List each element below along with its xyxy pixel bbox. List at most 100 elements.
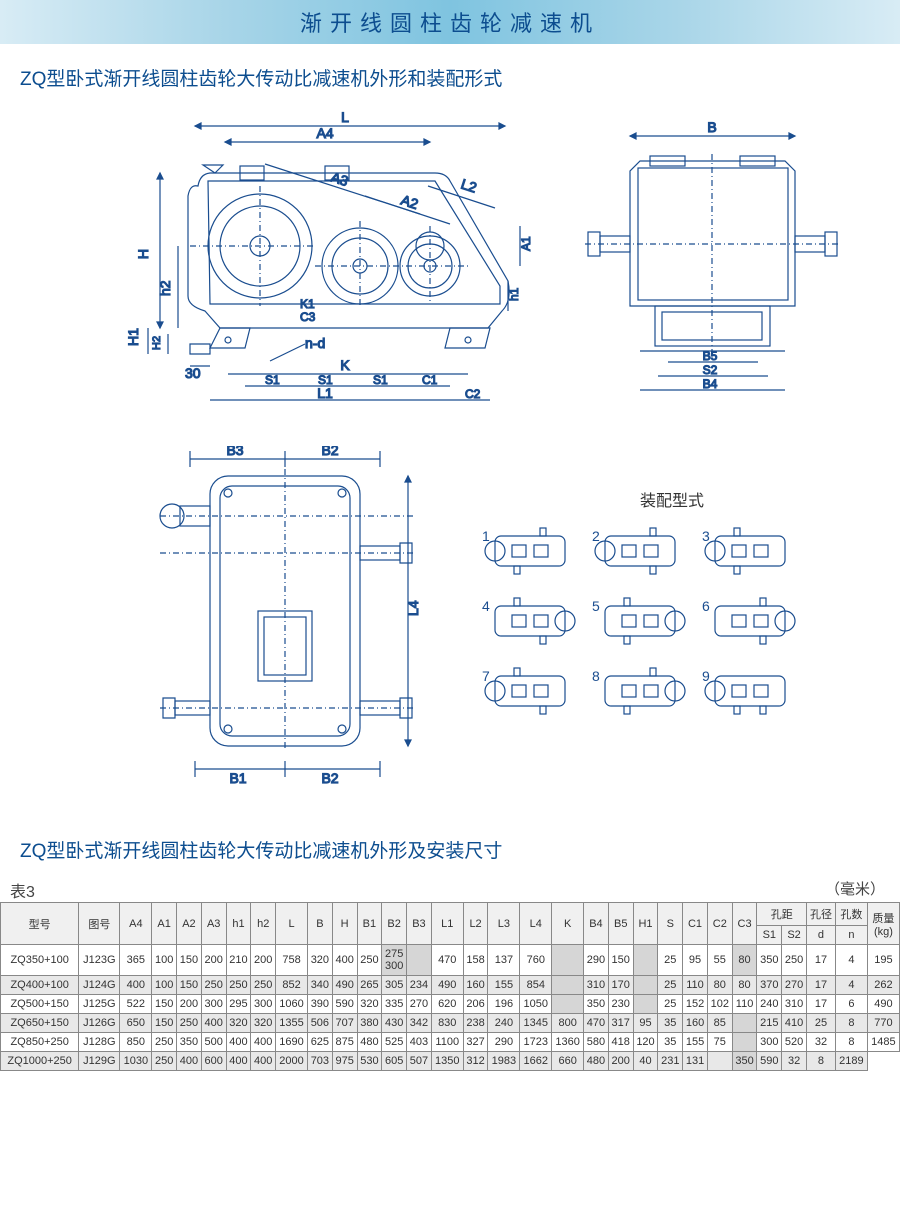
table-cell: 250 xyxy=(152,1033,177,1052)
table-cell: 506 xyxy=(307,1014,332,1033)
table-cell: 196 xyxy=(488,995,520,1014)
drawing-bottom-row: B3 B2 L4 xyxy=(30,446,870,806)
table-cell: 760 xyxy=(520,945,552,976)
table-cell: 975 xyxy=(332,1052,357,1071)
table-cell: 210 xyxy=(226,945,251,976)
table-cell: 206 xyxy=(463,995,488,1014)
table-cell: 525 xyxy=(382,1033,407,1052)
table-cell: 290 xyxy=(584,945,609,976)
table-cell: 25 xyxy=(658,976,683,995)
svg-text:B5: B5 xyxy=(703,349,718,363)
table-cell: 1360 xyxy=(552,1033,584,1052)
table-cell: 1050 xyxy=(520,995,552,1014)
table-cell: 250 xyxy=(177,1014,202,1033)
table-cell: 150 xyxy=(152,995,177,1014)
table-cell: 250 xyxy=(782,945,807,976)
table-cell: 234 xyxy=(407,976,432,995)
svg-text:L4: L4 xyxy=(405,600,421,616)
table-cell: 100 xyxy=(152,976,177,995)
table-cell: 2000 xyxy=(276,1052,308,1071)
table-cell: 403 xyxy=(407,1033,432,1052)
drawing-top-row: L A4 A3 A2 L2 xyxy=(30,106,870,416)
table-cell: 660 xyxy=(552,1052,584,1071)
table-cell: 350 xyxy=(757,945,782,976)
table-cell: 25 xyxy=(658,995,683,1014)
table-cell: 305 xyxy=(382,976,407,995)
table-cell: 250 xyxy=(226,976,251,995)
table-cell: 240 xyxy=(488,1014,520,1033)
table-cell: 150 xyxy=(177,976,202,995)
table-cell: 590 xyxy=(757,1052,782,1071)
table-cell: 480 xyxy=(584,1052,609,1071)
table-cell: 55 xyxy=(707,945,732,976)
table-cell: 800 xyxy=(552,1014,584,1033)
table-cell: 80 xyxy=(732,976,757,995)
table-cell: 231 xyxy=(658,1052,683,1071)
table-cell: 100 xyxy=(152,945,177,976)
table-cell: 170 xyxy=(608,976,633,995)
svg-text:4: 4 xyxy=(482,598,490,614)
table-cell: 290 xyxy=(488,1033,520,1052)
svg-text:8: 8 xyxy=(592,668,600,684)
table-cell: 410 xyxy=(782,1014,807,1033)
svg-text:C2: C2 xyxy=(465,387,481,401)
svg-text:A4: A4 xyxy=(316,125,333,141)
table-cell: 240 xyxy=(757,995,782,1014)
svg-text:h2: h2 xyxy=(157,280,173,296)
svg-text:装配型式: 装配型式 xyxy=(640,492,704,510)
table-cell: 1983 xyxy=(488,1052,520,1071)
table-cell: 1060 xyxy=(276,995,308,1014)
svg-text:B3: B3 xyxy=(226,446,243,458)
topview-and-asm-svg: B3 B2 L4 xyxy=(30,446,870,806)
page-banner: 渐开线圆柱齿轮减速机 xyxy=(0,0,900,44)
svg-text:H: H xyxy=(135,249,151,259)
table-cell: 295 xyxy=(226,995,251,1014)
table-cell: 150 xyxy=(608,945,633,976)
table-cell: 580 xyxy=(584,1033,609,1052)
table-cell: 590 xyxy=(332,995,357,1014)
svg-text:B4: B4 xyxy=(703,377,718,391)
table-caption: 表3 xyxy=(10,884,35,901)
table-cell: J125G xyxy=(79,995,120,1014)
table-cell: 490 xyxy=(431,976,463,995)
table-cell: 350 xyxy=(732,1052,757,1071)
table-cell: 490 xyxy=(867,995,899,1014)
svg-text:30: 30 xyxy=(185,365,201,381)
table-cell: 250 xyxy=(357,945,382,976)
table-cell xyxy=(552,976,584,995)
svg-text:C3: C3 xyxy=(300,310,316,324)
table-cell: 35 xyxy=(658,1014,683,1033)
table-body: ZQ350+100J123G36510015020021020075832040… xyxy=(1,945,900,1071)
table-cell: 707 xyxy=(332,1014,357,1033)
table-cell: 600 xyxy=(201,1052,226,1071)
svg-text:S2: S2 xyxy=(703,363,718,377)
table-cell: 155 xyxy=(488,976,520,995)
table-cell: 852 xyxy=(276,976,308,995)
table-cell: 310 xyxy=(782,995,807,1014)
svg-text:5: 5 xyxy=(592,598,600,614)
table-cell: ZQ350+100 xyxy=(1,945,79,976)
svg-text:L1: L1 xyxy=(317,385,333,401)
svg-text:A2: A2 xyxy=(399,192,420,213)
svg-text:K1: K1 xyxy=(300,297,315,311)
table-cell: 150 xyxy=(152,1014,177,1033)
svg-text:n-d: n-d xyxy=(305,335,325,351)
table-cell: 300 xyxy=(201,995,226,1014)
table-cell: 270 xyxy=(782,976,807,995)
table-cell: 340 xyxy=(307,976,332,995)
table-cell: 4 xyxy=(835,945,867,976)
svg-text:H1: H1 xyxy=(125,328,141,346)
table-cell: 312 xyxy=(463,1052,488,1071)
svg-text:3: 3 xyxy=(702,528,710,544)
table-cell: 470 xyxy=(431,945,463,976)
table-cell: 85 xyxy=(707,1014,732,1033)
table-cell: 215 xyxy=(757,1014,782,1033)
table-cell: 400 xyxy=(120,976,152,995)
table-cell: 8 xyxy=(835,1033,867,1052)
table-cell: 17 xyxy=(806,945,835,976)
table-cell: 1662 xyxy=(520,1052,552,1071)
table-cell: 8 xyxy=(806,1052,835,1071)
table-cell: 1355 xyxy=(276,1014,308,1033)
table-cell: 155 xyxy=(683,1033,708,1052)
table-cell: 620 xyxy=(431,995,463,1014)
